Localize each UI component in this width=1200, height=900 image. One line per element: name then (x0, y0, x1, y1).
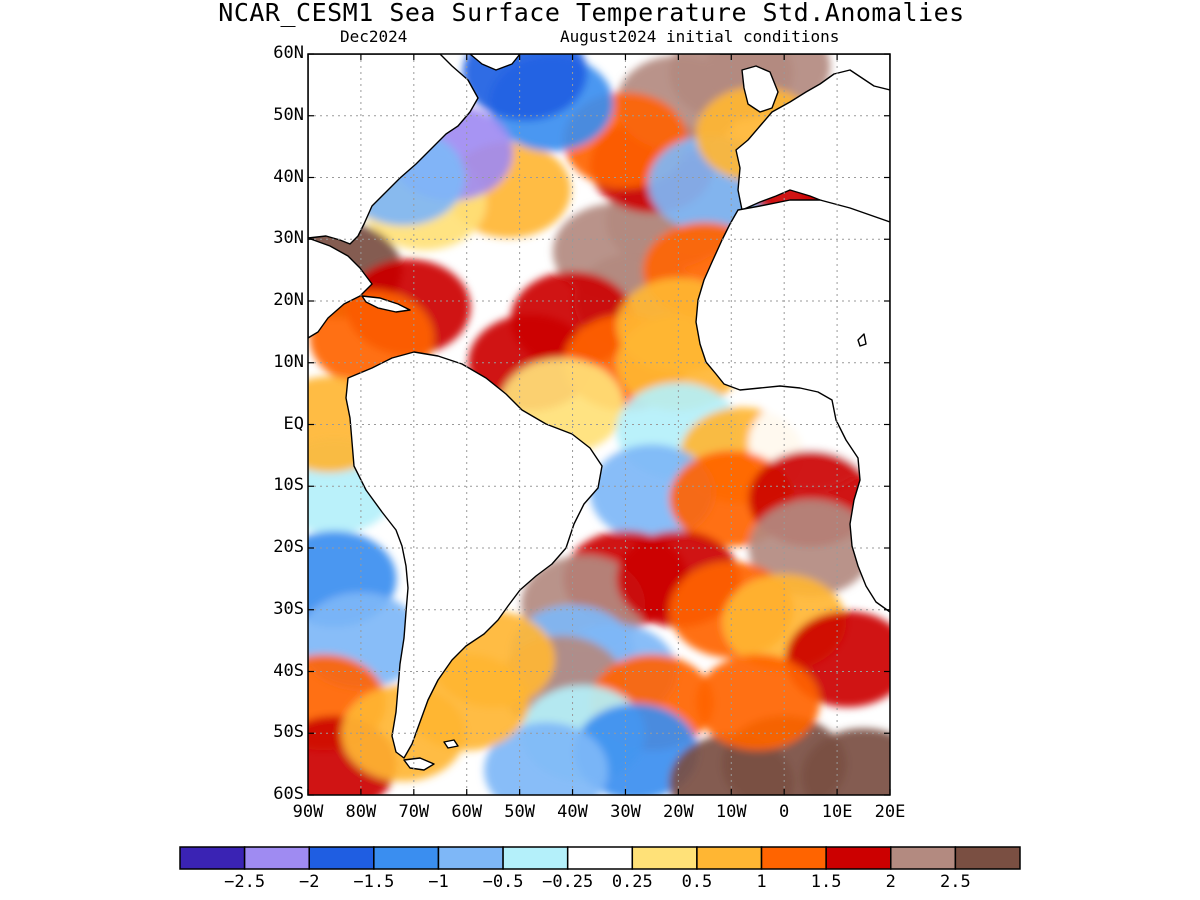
lat-label: 30N (273, 228, 304, 249)
colorbar-tick-label: 0.5 (681, 872, 713, 892)
lon-label: 40W (557, 802, 588, 822)
colorbar-tick-label: −0.25 (542, 872, 594, 892)
lon-label: 70W (398, 802, 430, 822)
lat-label: 10N (273, 351, 304, 372)
lat-label: 10S (273, 475, 304, 496)
forecast-month-label: Dec2024 (340, 27, 408, 46)
lat-label: 20S (273, 537, 304, 557)
lat-label: EQ (283, 413, 304, 434)
lat-label: 60N (273, 43, 304, 63)
lat-label: 30S (273, 598, 304, 619)
lat-label: 50N (273, 104, 304, 125)
colorbar-tick-label: −1 (428, 872, 449, 892)
colorbar-tick-label: −0.5 (482, 872, 524, 892)
north-america-land (308, 54, 479, 245)
colorbar-tick-label: 1 (756, 872, 767, 892)
cuba-island (361, 295, 411, 313)
anomaly-region (801, 728, 890, 795)
tierra-del-fuego (403, 757, 435, 771)
lat-label: 60S (273, 784, 304, 804)
lat-label: 20N (273, 290, 304, 310)
lon-label: 0 (779, 802, 790, 822)
lon-label: 20W (663, 802, 694, 822)
africa-land (695, 199, 890, 613)
central-america-land (308, 237, 373, 339)
lat-label: 40N (273, 166, 304, 187)
land-masses (308, 54, 890, 771)
lon-label: 10E (821, 802, 853, 822)
lon-label: 30W (610, 802, 641, 822)
initial-conditions-label: August2024 initial conditions (560, 27, 840, 46)
lon-label: 20E (874, 802, 906, 822)
lat-label: 40S (273, 660, 304, 681)
anomaly-region (748, 500, 873, 596)
british-isles (741, 65, 779, 113)
madagascar-edge (857, 333, 867, 347)
colorbar-tick-label: 1.5 (810, 872, 842, 892)
dotted-grid (308, 54, 890, 795)
anomaly-region (695, 654, 820, 751)
colorbar-tick-label: −1.5 (353, 872, 395, 892)
lon-label: 90W (292, 802, 324, 822)
colorbar-tick-label: 2 (885, 872, 896, 892)
lon-label: 80W (345, 802, 377, 822)
lon-label: 60W (451, 802, 483, 822)
chart-title: NCAR_CESM1 Sea Surface Temperature Std.A… (218, 0, 965, 27)
axis-ticks (307, 53, 891, 796)
colorbar-tick-label: −2 (298, 872, 320, 892)
lat-label: 50S (273, 722, 304, 743)
lon-label: 10W (715, 802, 747, 822)
south-america-land (345, 351, 603, 759)
colorbar-tick-label: 2.5 (940, 872, 971, 892)
lon-label: 50W (504, 802, 535, 822)
colorbar-tick-label: 0.25 (611, 872, 653, 892)
anomaly-region (484, 722, 609, 795)
falklands-islands (443, 739, 459, 749)
anomaly-region (462, 54, 587, 121)
colorbar-tick-label: −2.5 (224, 872, 266, 892)
greenland-land (469, 54, 521, 71)
